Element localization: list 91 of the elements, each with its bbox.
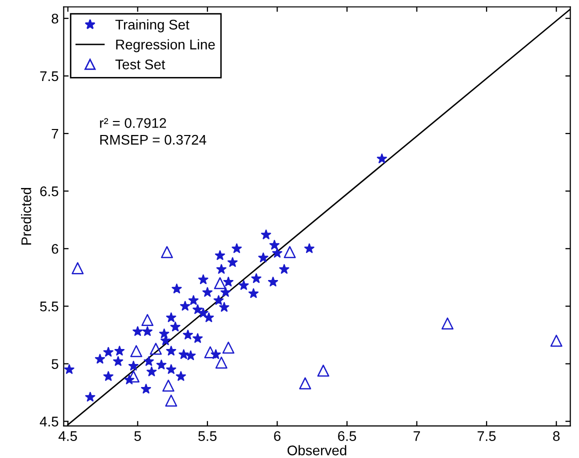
point <box>146 366 157 376</box>
point <box>166 312 176 322</box>
point <box>222 342 234 354</box>
point <box>220 287 231 297</box>
point <box>178 349 189 359</box>
point <box>156 360 166 370</box>
point <box>166 346 176 356</box>
legend-label: Test Set <box>115 60 166 70</box>
y-tick-label: 8 <box>52 14 58 24</box>
point <box>166 364 176 374</box>
point <box>268 276 278 286</box>
point <box>172 284 182 294</box>
point <box>192 304 203 314</box>
point <box>198 274 208 284</box>
y-tick-label: 6 <box>52 244 58 254</box>
point <box>258 252 268 262</box>
point <box>103 346 114 357</box>
point <box>180 300 190 311</box>
point <box>188 295 199 305</box>
point <box>216 264 226 274</box>
point <box>251 273 262 283</box>
point <box>160 246 173 258</box>
point <box>219 302 230 312</box>
point <box>182 330 193 340</box>
y-tick-label: 5 <box>52 359 58 369</box>
point <box>160 335 171 346</box>
point <box>142 326 152 336</box>
point <box>198 308 208 318</box>
point <box>214 277 226 290</box>
point <box>248 288 259 298</box>
point <box>72 262 84 274</box>
point <box>279 264 290 274</box>
x-tick-label: 7 <box>414 431 420 441</box>
x-tick-label: 6.5 <box>338 431 356 442</box>
point <box>202 287 212 297</box>
point <box>284 246 296 258</box>
point <box>269 240 280 250</box>
point <box>550 334 562 347</box>
point <box>150 342 162 355</box>
point <box>162 380 174 392</box>
point <box>215 356 228 369</box>
point <box>165 394 178 407</box>
point <box>376 154 387 164</box>
point <box>204 312 214 322</box>
y-axis-title: Predicted <box>21 188 32 245</box>
x-tick-label: 7.5 <box>478 431 496 442</box>
point <box>317 364 330 377</box>
point <box>186 350 196 360</box>
point <box>214 295 224 305</box>
point <box>261 230 272 240</box>
point <box>299 377 312 390</box>
x-tick-label: 8 <box>553 431 560 442</box>
legend-label: Regression Line <box>116 39 215 52</box>
point <box>132 326 143 336</box>
point <box>94 354 106 364</box>
y-tick-label: 7.5 <box>40 71 58 82</box>
point <box>176 371 186 381</box>
x-axis-title: Observed <box>288 445 346 456</box>
point <box>238 280 249 290</box>
point <box>223 276 234 286</box>
point <box>304 243 314 254</box>
annotation: r² = 0.7912 <box>100 118 166 128</box>
point <box>114 346 125 356</box>
annotation: RMSEP = 0.3724 <box>100 134 206 145</box>
point <box>192 333 203 343</box>
y-tick-label: 6.5 <box>40 186 58 196</box>
point <box>441 317 454 330</box>
x-tick-label: 5.5 <box>198 431 217 442</box>
point <box>170 322 180 332</box>
point <box>159 328 170 338</box>
point <box>140 384 152 394</box>
point <box>144 356 154 366</box>
point <box>141 314 154 326</box>
x-tick-label: 5 <box>134 431 141 442</box>
x-tick-label: 4.5 <box>58 431 77 442</box>
point <box>103 371 114 381</box>
point <box>64 364 74 374</box>
y-tick-label: 7 <box>52 128 58 139</box>
point <box>128 360 139 370</box>
point <box>232 243 242 254</box>
x-tick-label: 6 <box>274 431 280 442</box>
point <box>204 346 216 358</box>
point <box>228 257 238 267</box>
point <box>113 356 124 366</box>
point <box>272 248 282 258</box>
legend-label: Training Set <box>115 19 190 32</box>
point <box>130 345 142 358</box>
y-tick-label: 5.5 <box>40 302 58 312</box>
y-tick-label: 4.5 <box>40 416 58 427</box>
point <box>214 250 226 260</box>
point <box>85 392 96 402</box>
